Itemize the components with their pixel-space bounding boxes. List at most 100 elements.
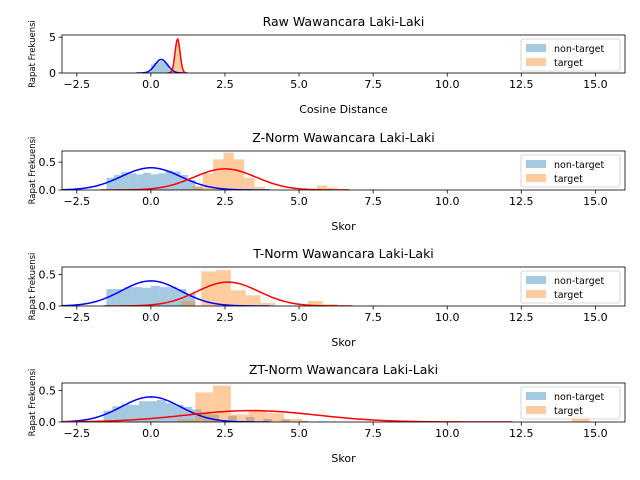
- histogram-bar: [156, 62, 160, 73]
- histogram-bar: [165, 170, 174, 190]
- fit-curve-target: [167, 38, 188, 73]
- histogram-bar: [174, 55, 177, 73]
- histogram-bar: [230, 290, 246, 306]
- series-non-target: [106, 170, 203, 190]
- x-tick-label: 10.0: [435, 427, 460, 440]
- histogram-bar: [158, 173, 166, 190]
- histogram-bar: [284, 418, 303, 422]
- histogram-bar: [202, 173, 214, 190]
- series-target: [180, 270, 383, 306]
- histogram-bar: [195, 392, 214, 422]
- y-tick-label: 0.5: [39, 269, 57, 282]
- histogram-bar: [159, 287, 169, 306]
- histogram-bar: [177, 419, 196, 422]
- histogram-bar: [180, 188, 191, 190]
- x-tick-label: 10.0: [435, 195, 460, 208]
- histogram-bar: [180, 174, 188, 190]
- histogram-bar: [156, 399, 166, 422]
- legend-label: non-target: [554, 392, 604, 403]
- histogram-bar: [192, 186, 203, 190]
- x-tick-label: −2.5: [63, 78, 90, 91]
- histogram-bar: [128, 173, 137, 190]
- x-tick-label: 15.0: [583, 195, 608, 208]
- fit-curve-non-target: [62, 167, 270, 190]
- subplot-title: T-Norm Wawancara Laki-Laki: [252, 246, 434, 261]
- plot-area: [136, 37, 188, 73]
- x-tick-label: 2.5: [216, 427, 234, 440]
- x-axis-label: Skor: [331, 336, 356, 349]
- fit-curve-target: [100, 168, 350, 190]
- histogram-bar: [187, 179, 196, 190]
- histogram-bar: [165, 403, 175, 422]
- histogram-bar: [176, 40, 178, 73]
- histogram-bar: [210, 414, 220, 422]
- histogram-bar: [327, 187, 338, 190]
- x-tick-label: 12.5: [509, 427, 534, 440]
- histogram-bar: [115, 289, 125, 306]
- histogram-bar: [124, 287, 134, 306]
- histogram-bar: [159, 60, 163, 73]
- histogram-bar: [180, 64, 183, 73]
- plot-area: [62, 385, 590, 422]
- x-axis-label: Skor: [331, 220, 356, 233]
- x-tick-label: 15.0: [583, 427, 608, 440]
- legend-swatch-target: [526, 290, 546, 298]
- y-axis-label: Rapat Frekuensi: [28, 137, 38, 205]
- y-tick-label: 0.0: [39, 416, 57, 429]
- histogram-bar: [223, 152, 234, 190]
- axes-frame: [61, 382, 626, 423]
- histogram-bar: [307, 300, 323, 306]
- histogram-bar: [139, 401, 148, 422]
- x-tick-label: −2.5: [63, 195, 90, 208]
- legend-label: target: [554, 290, 583, 301]
- x-tick-label: 2.5: [216, 78, 234, 91]
- histogram-bar: [316, 185, 328, 190]
- y-tick-label: 0.5: [39, 156, 57, 169]
- histogram-bar: [173, 171, 181, 190]
- x-tick-label: 15.0: [583, 311, 608, 324]
- histogram-bar: [106, 177, 114, 190]
- histogram-bar: [299, 420, 308, 422]
- legend-swatch-target: [526, 174, 546, 182]
- x-tick-label: 10.0: [435, 78, 460, 91]
- histogram-bar: [171, 71, 175, 73]
- histogram-bar: [248, 410, 267, 422]
- histogram-bar: [130, 405, 140, 422]
- subplot-2: −2.5 0.0 2.5 5.0 7.5 10.0 12.5 15.0 0.0 0.5 Z-Norm…: [28, 130, 626, 233]
- legend: non-target target: [520, 270, 621, 304]
- histogram-bar: [201, 271, 217, 306]
- legend-label: target: [554, 406, 583, 417]
- histogram-bar: [213, 385, 231, 422]
- legend-swatch-non-target: [526, 44, 546, 52]
- x-tick-label: 12.5: [509, 311, 534, 324]
- legend-label: target: [554, 58, 583, 69]
- series-target: [177, 385, 590, 422]
- histogram-bar: [233, 159, 245, 190]
- histogram-bar: [168, 69, 172, 73]
- y-tick-label: 0: [49, 67, 56, 80]
- histogram-bar: [227, 415, 237, 422]
- x-tick-label: 0.0: [142, 427, 160, 440]
- subplot-title: ZT-Norm Wawancara Laki-Laki: [249, 362, 438, 377]
- y-tick-label: 5: [49, 31, 56, 44]
- legend-swatch-target: [526, 58, 546, 66]
- histogram-bar: [112, 406, 122, 422]
- plot-area: [62, 270, 383, 306]
- histogram-bar: [179, 51, 181, 73]
- x-axis-label: Cosine Distance: [299, 103, 388, 116]
- x-tick-label: 0.0: [142, 311, 160, 324]
- histogram-bar: [147, 401, 157, 422]
- x-tick-label: 5.0: [290, 311, 308, 324]
- histogram-bar: [121, 404, 131, 422]
- legend-label: non-target: [554, 276, 604, 287]
- histogram-bar: [182, 70, 184, 73]
- x-tick-label: 7.5: [364, 311, 382, 324]
- histogram-bar: [266, 413, 285, 422]
- histogram-bar: [174, 405, 184, 422]
- histogram-bar: [254, 186, 265, 190]
- histogram-bar: [136, 174, 144, 190]
- x-tick-label: 5.0: [290, 427, 308, 440]
- x-tick-label: 2.5: [216, 311, 234, 324]
- histogram-bar: [142, 287, 151, 306]
